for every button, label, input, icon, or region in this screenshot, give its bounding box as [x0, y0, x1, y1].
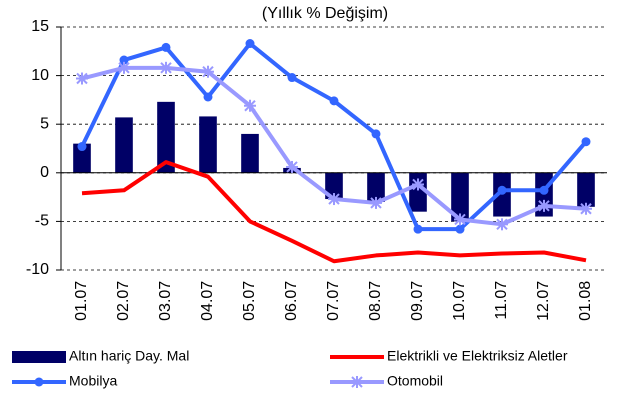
legend-swatch: [12, 351, 66, 363]
point: [119, 55, 129, 65]
point: [497, 185, 507, 195]
x-tick-label: 01.08: [577, 281, 594, 321]
point: [538, 199, 550, 212]
bar: [577, 172, 595, 207]
point: [328, 193, 340, 206]
point: [329, 96, 339, 106]
marker-stroke: [244, 100, 256, 112]
x-tick-label: 11.07: [493, 281, 510, 320]
point: [244, 99, 256, 112]
point: [496, 218, 508, 231]
marker-stroke: [538, 200, 550, 212]
chart-title: (Yıllık % Değişim): [262, 5, 388, 22]
point: [286, 160, 298, 173]
bar: [451, 172, 469, 222]
x-tick-label: 01.07: [73, 281, 90, 321]
legend-marker: [34, 377, 44, 387]
marker-stroke: [202, 66, 214, 78]
marker-stroke: [76, 72, 88, 85]
marker-stroke: [454, 213, 466, 226]
line: [81, 160, 587, 264]
y-tick-label: -5: [35, 213, 49, 230]
point: [455, 224, 465, 234]
point: [454, 213, 466, 226]
marker-stroke: [351, 376, 363, 388]
legend-label: Mobilya: [69, 373, 117, 389]
point: [76, 72, 88, 85]
bar: [325, 172, 343, 200]
marker-stroke: [328, 193, 340, 205]
bar: [241, 133, 259, 173]
point: [371, 129, 381, 139]
point: [539, 185, 549, 195]
y-tick-label: 5: [40, 115, 49, 132]
legend-label: Otomobil: [387, 373, 443, 389]
bar: [73, 143, 91, 173]
legend-label: Elektrikli ve Elektriksiz Aletler: [387, 348, 568, 364]
marker-stroke: [580, 203, 592, 215]
x-tick-label: 02.07: [115, 281, 132, 321]
bar: [115, 117, 133, 173]
point: [370, 196, 382, 209]
bar: [409, 172, 427, 212]
point: [581, 137, 591, 147]
x-tick-label: 08.07: [367, 281, 384, 321]
legend-label: Altın hariç Day. Mal: [69, 348, 189, 364]
y-tick-label: -10: [26, 261, 49, 278]
x-tick-label: 03.07: [157, 281, 174, 321]
point: [413, 224, 423, 234]
point: [160, 61, 172, 74]
x-tick-label: 10.07: [451, 281, 468, 321]
marker-stroke: [412, 178, 424, 191]
point: [203, 92, 213, 102]
point: [161, 42, 171, 52]
marker-stroke: [118, 62, 130, 74]
point: [118, 61, 130, 74]
x-tick-label: 05.07: [241, 281, 258, 321]
point: [580, 202, 592, 215]
x-tick-label: 07.07: [325, 281, 342, 321]
point: [77, 142, 87, 152]
bar: [199, 116, 217, 173]
bar: [157, 101, 175, 173]
marker-stroke: [160, 62, 172, 74]
y-tick-label: 0: [40, 164, 49, 181]
marker-stroke: [496, 218, 508, 231]
x-tick-label: 09.07: [409, 281, 426, 321]
point: [202, 65, 214, 78]
bar: [367, 172, 385, 202]
point: [412, 178, 424, 191]
point: [245, 39, 255, 49]
x-tick-label: 12.07: [535, 281, 552, 321]
y-tick-label: 10: [31, 67, 49, 84]
x-tick-label: 04.07: [199, 281, 216, 321]
marker-stroke: [286, 161, 298, 173]
marker-stroke: [370, 197, 382, 209]
legend-marker: [351, 376, 363, 388]
point: [287, 73, 297, 83]
x-tick-label: 06.07: [283, 281, 300, 321]
y-tick-label: 15: [31, 18, 49, 35]
